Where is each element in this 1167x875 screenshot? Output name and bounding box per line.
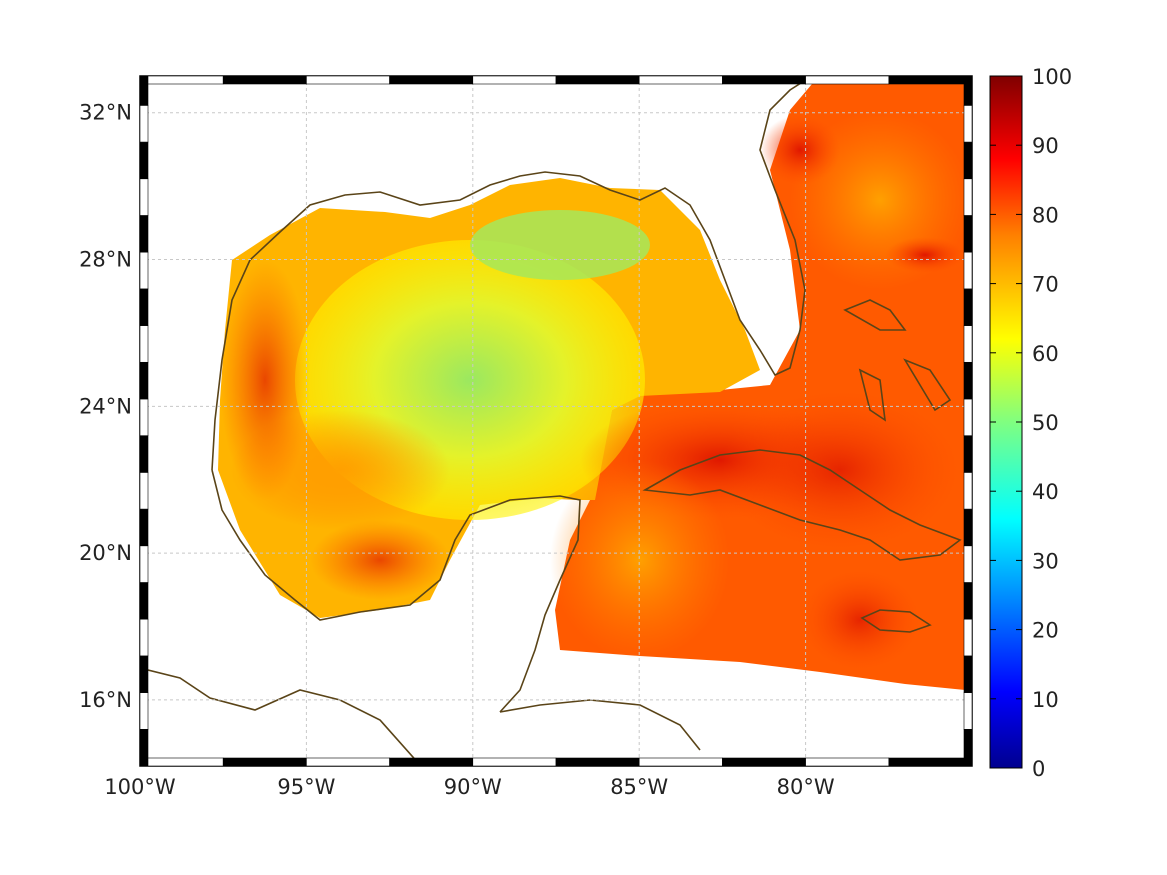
frame-check-bottom [472,757,557,767]
colorbar-tick-label: 50 [1032,411,1059,435]
frame-check-left [139,472,149,510]
frame-check-bottom [222,757,307,767]
frame-check-left [139,325,149,363]
x-tick-label: 100°W [104,775,176,799]
frame-check-right [963,75,973,106]
pacific-coast [140,667,421,766]
frame-check-right [963,582,973,620]
colorbar-tick-label: 10 [1032,688,1059,712]
x-tick-label: 90°W [444,775,502,799]
frame-check-right [963,398,973,436]
frame-check-top [722,75,806,85]
y-tick-label: 24°N [79,394,132,418]
y-tick-label: 16°N [79,688,132,712]
frame-check-right [963,472,973,510]
frame-check-right [963,435,973,473]
x-tick-label: 95°W [277,775,335,799]
frame-check-top [389,75,474,85]
frame-check-right [963,288,973,326]
frame-check-top [638,75,723,85]
colorbar-tick-label: 70 [1032,273,1059,297]
central-america-coast [499,699,701,751]
cuba-coastline [642,449,962,561]
colorbar-tick-label: 90 [1032,134,1059,158]
frame-check-right [963,105,973,143]
frame-check-right [963,655,973,693]
frame-check-left [139,105,149,143]
frame-check-right [963,251,973,290]
frame-check-bottom [638,757,723,767]
y-tick-label: 28°N [79,248,132,272]
frame-check-left [139,545,149,583]
colorbar-tick-label: 20 [1032,619,1059,643]
y-tick-label: 20°N [79,541,132,565]
frame-check-right [963,692,973,730]
frame-check-right [963,618,973,657]
colorbar-tick-label: 0 [1032,757,1045,781]
frame-check-left [139,178,149,216]
frame-check-bottom [805,757,890,767]
frame-check-left [139,618,149,657]
bahamas-coastline [843,299,952,422]
frame-check-right [963,141,973,180]
colorbar-tick-label: 40 [1032,480,1059,504]
frame-check-left [139,288,149,326]
frame-check-right [963,545,973,583]
frame-check-right [963,361,973,400]
colorbar-labels: 0 10 20 30 40 50 60 70 80 90 100 [990,65,1072,781]
frame-check-right [963,325,973,363]
frame-check-bottom [888,757,973,767]
frame-check-bottom [722,757,806,767]
frame-check-left [139,655,149,693]
frame-check-right [963,178,973,216]
coastlines [140,76,962,766]
frame-check-right [963,508,973,547]
frame-check-right [963,728,973,767]
frame-check-left [139,251,149,290]
colorbar-tick-label: 60 [1032,342,1059,366]
frame-check-left [139,435,149,473]
frame-check-top [222,75,307,85]
y-tick-label: 32°N [79,101,132,125]
x-tick-label: 85°W [610,775,668,799]
frame-check-top [139,75,224,85]
frame-check-left [139,361,149,400]
colorbar-tick-label: 80 [1032,203,1059,227]
colorbar-tick-label: 100 [1032,65,1072,89]
frame-check-left [139,398,149,436]
frame-check-right [963,215,973,253]
frame-check-left [139,692,149,730]
data-field [218,84,970,690]
mexico-coastline [211,469,581,713]
frame-check-bottom [389,757,474,767]
frame-check-top [306,75,390,85]
frame-check-top [555,75,640,85]
frame-check-bottom [139,757,224,767]
frame-check-left [139,215,149,253]
frame-check-top [805,75,890,85]
frame-check-left [139,508,149,547]
frame-check-left [139,141,149,180]
x-tick-label: 80°W [777,775,835,799]
frame-check-left [139,582,149,620]
us-gulf-coastline [211,76,813,471]
frame-check-top [888,75,973,85]
colorbar-tick-label: 30 [1032,549,1059,573]
frame-check-bottom [306,757,390,767]
frame-checkers [139,75,973,767]
frame-check-bottom [555,757,640,767]
jamaica-coastline [860,609,932,633]
frame-check-top [472,75,557,85]
frame-check-left [139,75,149,106]
axis-tick-labels: 100°W 95°W 90°W 85°W 80°W 16°N 20°N 24°N 28°N 32°… [79,101,835,799]
frame-check-left [139,728,149,767]
